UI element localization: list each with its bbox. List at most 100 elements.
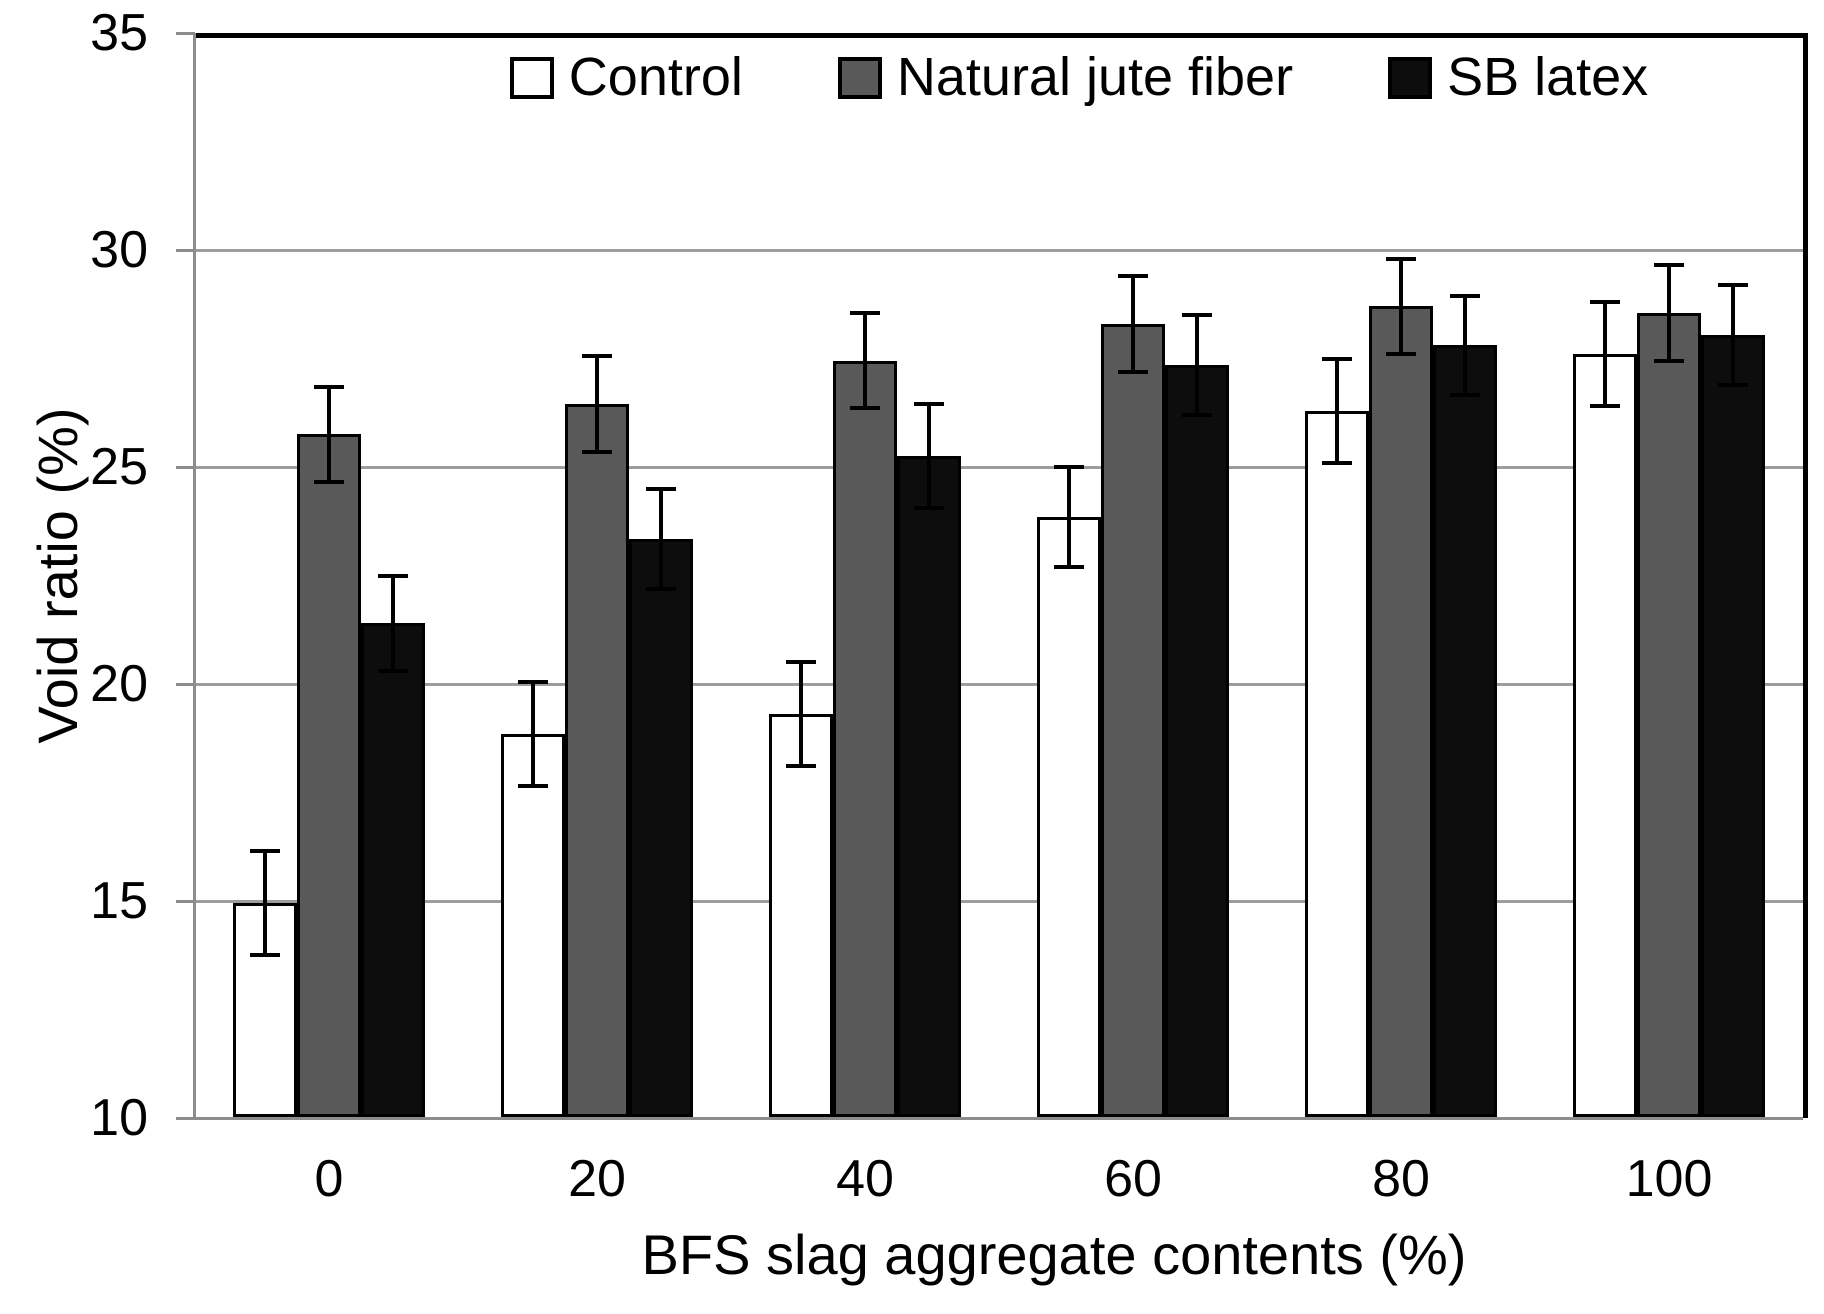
y-axis-line: [193, 33, 196, 1118]
x-axis-tick-label: 60: [1104, 1150, 1162, 1208]
error-bar-cap-bottom: [1322, 460, 1352, 465]
y-axis-tick: [176, 1117, 195, 1120]
y-axis-tick: [176, 466, 195, 469]
error-bar-line: [391, 575, 395, 671]
error-bar-line: [1603, 302, 1607, 407]
y-gridline: [195, 900, 1803, 903]
error-bar-line: [531, 681, 535, 786]
y-axis-tick: [176, 32, 195, 35]
error-bar-line: [863, 312, 867, 409]
error-bar-line: [1463, 295, 1467, 396]
y-axis-tick-label: 35: [90, 4, 148, 62]
bar-control-100: [1573, 354, 1637, 1117]
error-bar-cap-top: [1182, 313, 1212, 318]
bar-natural-jute-fiber-60: [1101, 323, 1165, 1117]
y-axis-title: Void ratio (%): [26, 407, 89, 744]
error-bar-cap-top: [582, 354, 612, 359]
error-bar-cap-top: [378, 573, 408, 578]
legend-swatch-icon: [837, 56, 882, 99]
x-axis-tick-label: 40: [836, 1150, 894, 1208]
bar-control-80: [1305, 410, 1369, 1117]
error-bar-cap-bottom: [1182, 412, 1212, 417]
error-bar-cap-top: [1322, 356, 1352, 361]
y-axis-tick: [176, 900, 195, 903]
error-bar-cap-bottom: [1054, 564, 1084, 569]
legend-swatch-icon: [1388, 56, 1433, 99]
legend-swatch-icon: [509, 56, 554, 99]
plot-border-right: [1803, 33, 1808, 1118]
y-axis-tick-label: 10: [90, 1089, 148, 1147]
y-gridline: [195, 683, 1803, 686]
y-axis-tick-label: 30: [90, 221, 148, 279]
error-bar-cap-top: [1654, 263, 1684, 268]
bar-sb-latex-20: [629, 538, 693, 1117]
error-bar-cap-top: [1118, 274, 1148, 279]
error-bar-cap-bottom: [1718, 382, 1748, 387]
x-axis-line: [193, 1117, 1803, 1120]
error-bar-cap-top: [1718, 282, 1748, 287]
error-bar-cap-bottom: [1450, 393, 1480, 398]
error-bar-cap-top: [314, 384, 344, 389]
y-axis-tick: [176, 249, 195, 252]
bar-natural-jute-fiber-40: [833, 360, 897, 1117]
error-bar-line: [927, 404, 931, 509]
error-bar-cap-top: [1386, 256, 1416, 261]
error-bar-cap-top: [250, 849, 280, 854]
x-axis-tick-label: 100: [1625, 1150, 1713, 1208]
bar-natural-jute-fiber-100: [1637, 312, 1701, 1117]
legend-item-sb-latex: SB latex: [1388, 47, 1648, 107]
legend-label: Natural jute fiber: [896, 47, 1294, 107]
error-bar-cap-bottom: [646, 586, 676, 591]
error-bar-line: [1131, 276, 1135, 372]
x-axis-tick-label: 0: [314, 1150, 344, 1208]
bar-sb-latex-60: [1165, 365, 1229, 1117]
error-bar-line: [799, 662, 803, 767]
error-bar-cap-bottom: [582, 449, 612, 454]
bar-sb-latex-80: [1433, 345, 1497, 1117]
error-bar-line: [1399, 258, 1403, 355]
legend: Control Natural jute fiber SB latex: [275, 47, 1824, 107]
y-axis-tick: [176, 683, 195, 686]
error-bar-cap-top: [1590, 300, 1620, 305]
y-axis-tick-label: 15: [90, 872, 148, 930]
bar-sb-latex-100: [1701, 334, 1765, 1117]
error-bar-cap-bottom: [1386, 352, 1416, 357]
error-bar-cap-bottom: [314, 480, 344, 485]
x-axis-tick-label: 20: [568, 1150, 626, 1208]
error-bar-line: [327, 386, 331, 483]
error-bar-cap-bottom: [378, 668, 408, 673]
error-bar-line: [595, 356, 599, 452]
error-bar-line: [1067, 467, 1071, 567]
error-bar-line: [1667, 265, 1671, 361]
error-bar-cap-bottom: [786, 764, 816, 769]
error-bar-line: [659, 488, 663, 589]
error-bar-line: [1335, 358, 1339, 463]
error-bar-cap-top: [518, 679, 548, 684]
error-bar-line: [1195, 315, 1199, 415]
y-axis-tick-label: 20: [90, 655, 148, 713]
x-axis-title: BFS slag aggregate contents (%): [641, 1223, 1467, 1286]
bar-sb-latex-0: [361, 623, 425, 1117]
y-gridline: [195, 249, 1803, 252]
legend-label: Control: [568, 47, 743, 107]
x-axis-tick-label: 80: [1372, 1150, 1430, 1208]
bar-natural-jute-fiber-20: [565, 404, 629, 1117]
y-gridline: [195, 466, 1803, 469]
bar-control-60: [1037, 516, 1101, 1117]
plot-border-top: [195, 33, 1808, 38]
error-bar-cap-top: [850, 310, 880, 315]
error-bar-cap-top: [646, 486, 676, 491]
bar-control-40: [769, 714, 833, 1117]
error-bar-line: [1731, 284, 1735, 385]
error-bar-cap-bottom: [250, 953, 280, 958]
error-bar-cap-bottom: [914, 506, 944, 511]
legend-item-control: Control: [509, 47, 743, 107]
error-bar-cap-bottom: [1590, 404, 1620, 409]
y-axis-tick-label: 25: [90, 438, 148, 496]
error-bar-cap-top: [786, 660, 816, 665]
error-bar-cap-bottom: [1118, 369, 1148, 374]
bar-natural-jute-fiber-0: [297, 434, 361, 1117]
